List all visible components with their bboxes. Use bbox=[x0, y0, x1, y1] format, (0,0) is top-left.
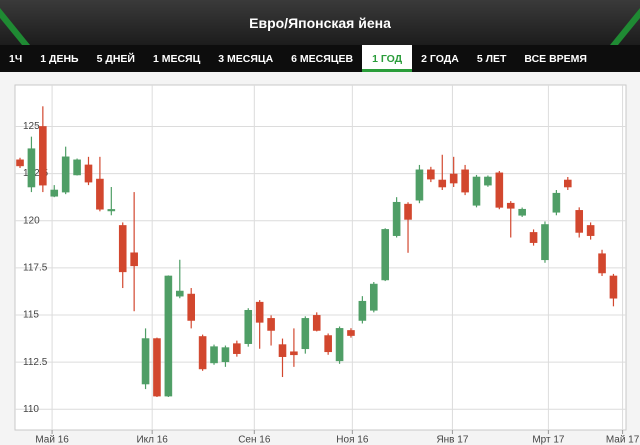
candle-body bbox=[369, 283, 378, 311]
candle-body bbox=[392, 201, 401, 236]
candle-body bbox=[575, 210, 584, 233]
candle-body bbox=[415, 169, 424, 201]
candle-body bbox=[233, 343, 241, 354]
candle-body bbox=[598, 253, 606, 274]
candle-body bbox=[381, 229, 390, 281]
y-tick-label: 125 bbox=[23, 121, 40, 132]
candle-body bbox=[563, 179, 572, 188]
candle-body bbox=[541, 224, 549, 261]
x-tick-label: Янв 17 bbox=[436, 435, 468, 445]
y-tick-label: 110 bbox=[23, 404, 39, 415]
x-tick-label: Май 16 bbox=[35, 435, 69, 445]
header: Евро/Японская йена bbox=[0, 0, 640, 45]
y-tick-label: 115 bbox=[23, 310, 39, 321]
tab[interactable]: 1Ч bbox=[9, 52, 23, 65]
candle-body bbox=[16, 159, 24, 167]
candle-body bbox=[484, 176, 492, 186]
candle-body bbox=[187, 293, 196, 321]
tab[interactable]: 1 ДЕНЬ bbox=[40, 52, 79, 65]
candle-body bbox=[461, 169, 469, 193]
candle-body bbox=[495, 172, 504, 208]
candle-body bbox=[586, 225, 595, 236]
candle-body bbox=[50, 189, 59, 197]
candle-body bbox=[175, 290, 184, 297]
candle-body bbox=[130, 252, 138, 267]
candle-body bbox=[529, 232, 538, 243]
candle-body bbox=[27, 148, 36, 188]
x-tick-label: Сен 16 bbox=[238, 435, 271, 445]
corner-accent bbox=[610, 8, 640, 45]
candle-body bbox=[244, 309, 253, 344]
candle-body bbox=[153, 338, 161, 397]
candle-body bbox=[301, 318, 310, 350]
candle-body bbox=[609, 275, 618, 299]
candle-body bbox=[84, 164, 93, 183]
candle-body bbox=[449, 173, 458, 184]
tab[interactable]: 6 МЕСЯЦЕВ bbox=[291, 52, 354, 65]
candle-body bbox=[278, 344, 287, 357]
candle-body bbox=[39, 126, 47, 186]
x-tick-label: Икл 16 bbox=[136, 435, 168, 445]
candle-body bbox=[290, 351, 298, 356]
candle-body bbox=[552, 192, 561, 213]
y-tick-label: 112.5 bbox=[23, 357, 48, 368]
candle-body bbox=[312, 315, 321, 331]
plot-area bbox=[14, 84, 627, 431]
corner-accent bbox=[0, 8, 30, 45]
candle-body bbox=[107, 209, 116, 212]
candle-body bbox=[267, 318, 275, 331]
candle-body bbox=[347, 330, 355, 336]
chart: 110 112.5 115 117.5 120 122.5 125 Май 16 Икл 16 С… bbox=[0, 72, 640, 445]
candle-body bbox=[335, 328, 344, 362]
candle-body bbox=[221, 347, 230, 363]
tab[interactable]: 1 МЕСЯЦ bbox=[152, 52, 201, 65]
candle-body bbox=[358, 300, 367, 321]
tab[interactable]: 1 ГОД bbox=[362, 45, 413, 72]
candle-body bbox=[61, 156, 70, 193]
tab[interactable]: 5 ЛЕТ bbox=[476, 52, 507, 65]
x-tick-label: Май 17 bbox=[606, 435, 640, 445]
candle-body bbox=[427, 169, 435, 180]
title: Евро/Японская йена bbox=[249, 14, 391, 31]
candle-body bbox=[324, 335, 332, 353]
tab[interactable]: 5 ДНЕЙ bbox=[96, 52, 135, 65]
x-tick-label: Ноя 16 bbox=[336, 435, 369, 445]
candle-body bbox=[210, 346, 218, 364]
candle-body bbox=[506, 202, 515, 209]
tab[interactable]: ВСЕ ВРЕМЯ bbox=[524, 52, 587, 65]
candle-body bbox=[141, 338, 150, 385]
x-tick-label: Мрт 17 bbox=[532, 435, 565, 445]
tab[interactable]: 2 ГОДА bbox=[421, 52, 459, 65]
y-tick-label: 122.5 bbox=[23, 168, 48, 179]
y-tick-label: 120 bbox=[23, 215, 40, 226]
candle-body bbox=[255, 301, 264, 323]
candle-body bbox=[164, 275, 173, 397]
candle-body bbox=[118, 225, 127, 273]
candle-body bbox=[404, 203, 412, 220]
tab[interactable]: 3 МЕСЯЦА bbox=[218, 52, 274, 65]
tab-bar: 1Ч 1 ДЕНЬ 5 ДНЕЙ 1 МЕСЯЦ 3 МЕСЯЦА 6 МЕСЯЦЕВ 1 … bbox=[0, 45, 640, 72]
y-tick-label: 117.5 bbox=[23, 263, 48, 274]
candle-body bbox=[96, 178, 104, 210]
candle-body bbox=[198, 336, 207, 370]
candle-body bbox=[73, 159, 81, 176]
candle-body bbox=[472, 176, 481, 206]
candle-body bbox=[438, 179, 447, 188]
candle-body bbox=[518, 208, 526, 216]
